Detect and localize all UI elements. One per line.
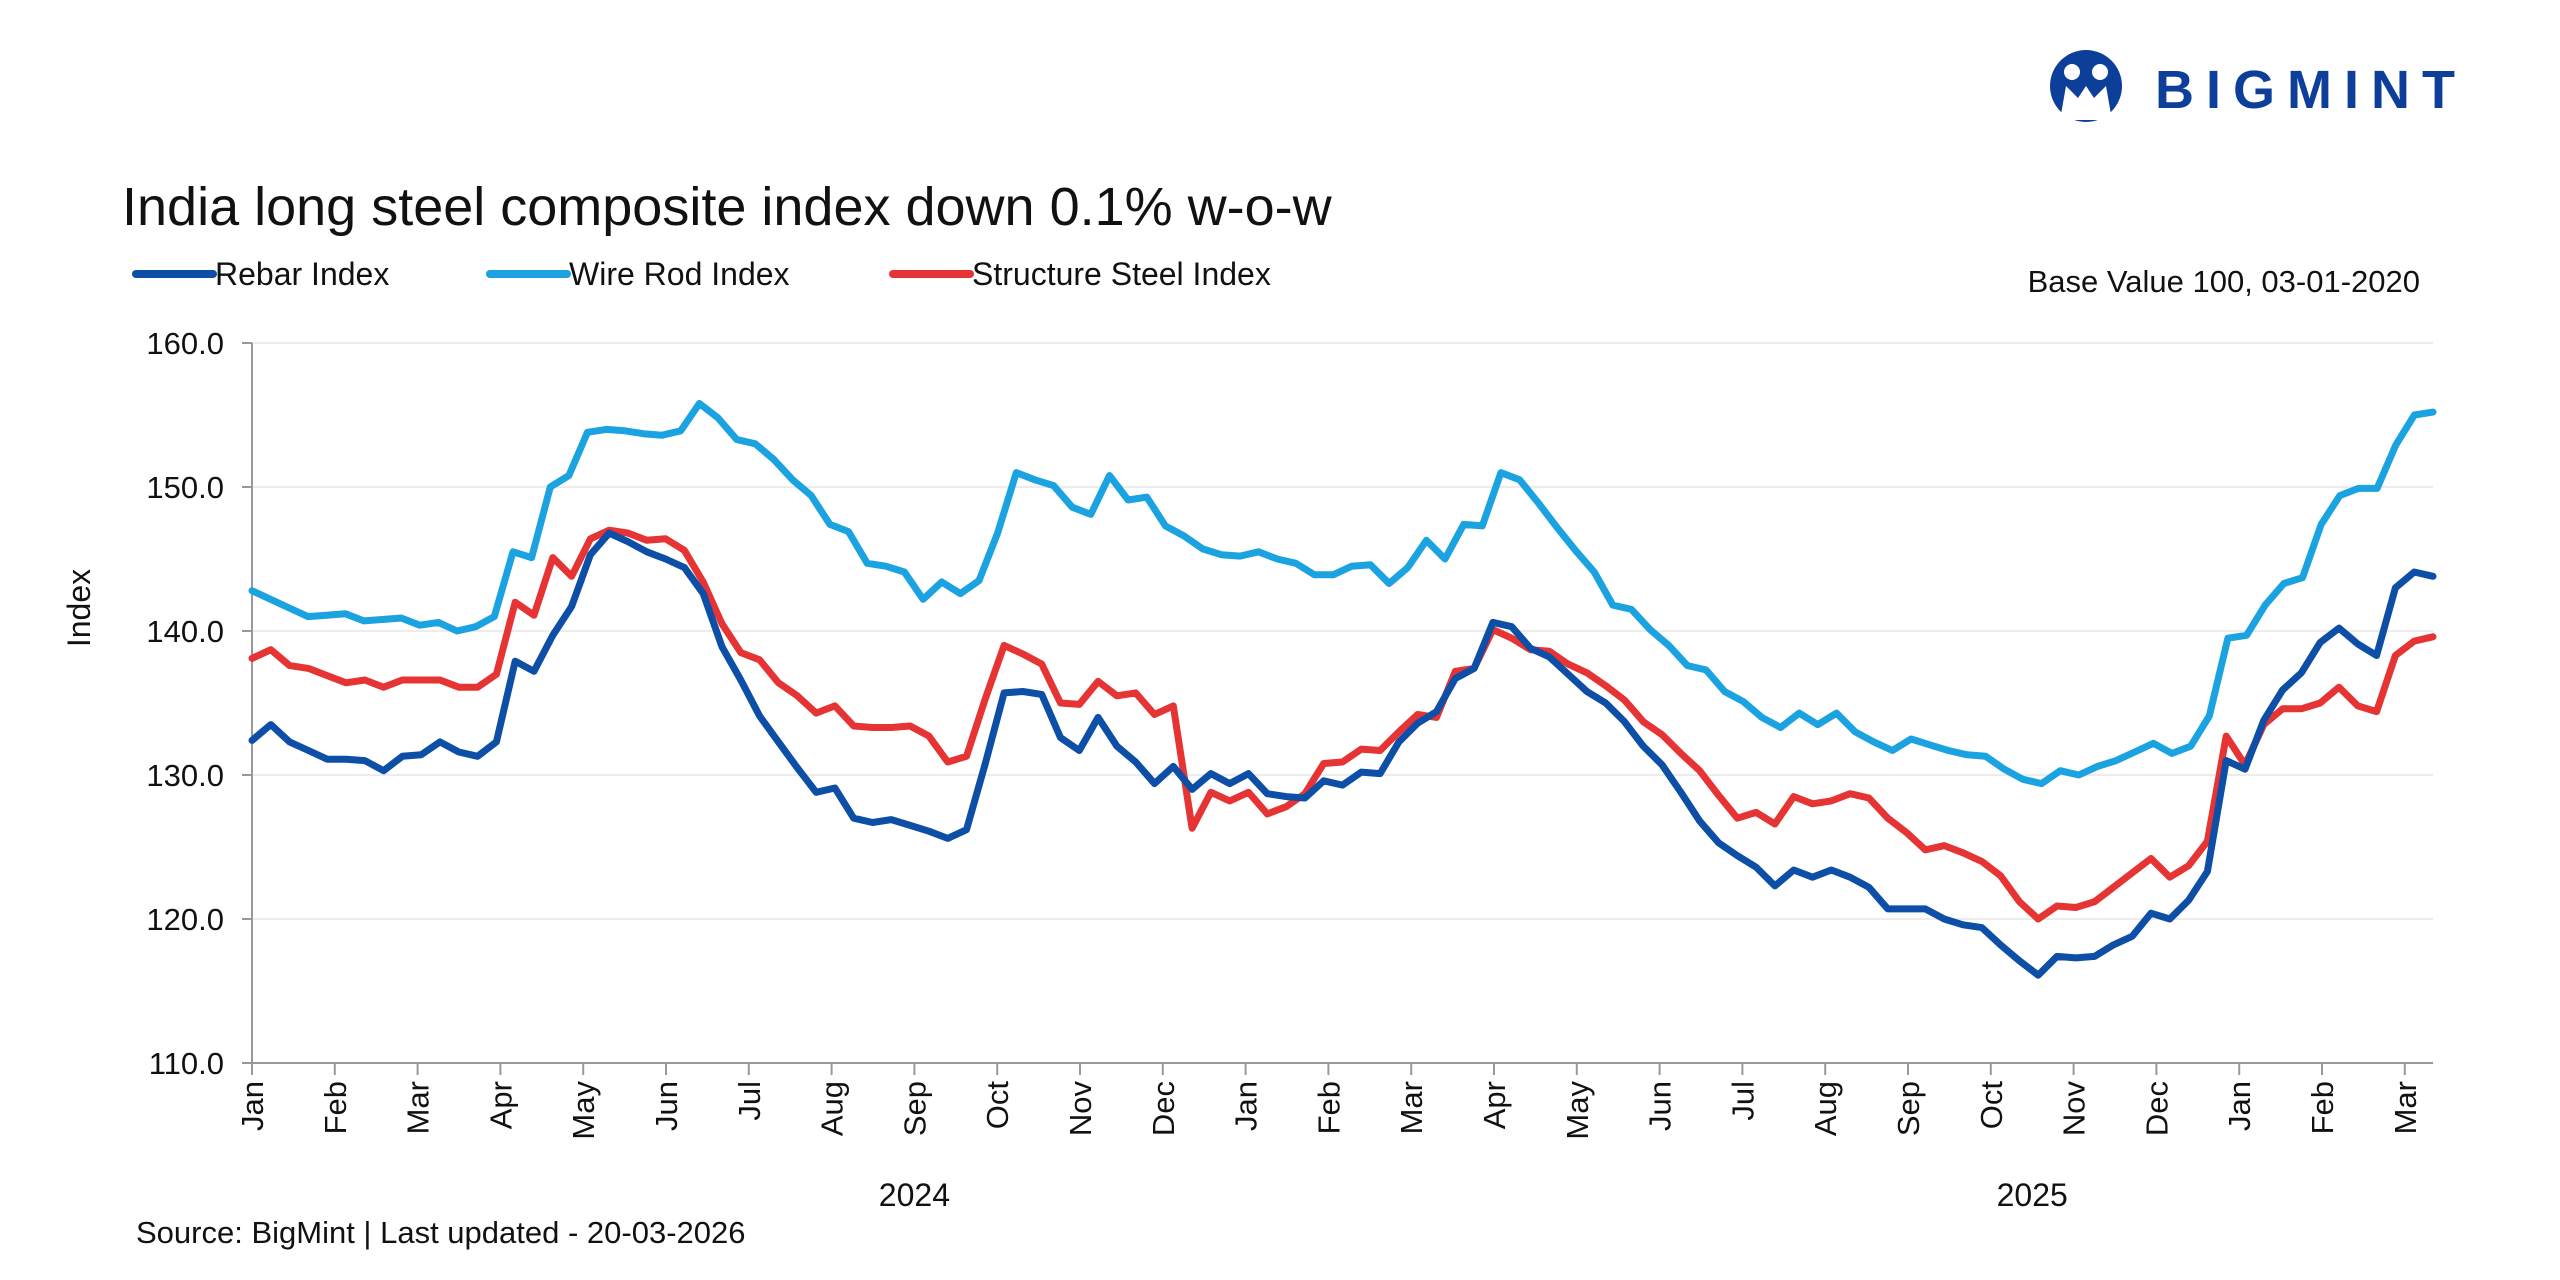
- x-tick-label: Apr: [1477, 1081, 1512, 1129]
- x-tick-label: Aug: [1808, 1081, 1843, 1136]
- year-label: 2024: [879, 1177, 950, 1213]
- tick-labels: 110.0 120.0 130.0 140.0 150.0 160.0 Jan Feb Mar A…: [146, 326, 2422, 1213]
- y-tick-label: 140.0: [146, 614, 224, 649]
- x-tick-label: Dec: [1146, 1081, 1181, 1136]
- y-tick-label: 150.0: [146, 470, 224, 505]
- x-tick-label: Jan: [2222, 1081, 2257, 1131]
- series-lines: [248, 400, 2437, 979]
- legend-label: Wire Rod Index: [569, 256, 790, 292]
- y-tick-label: 110.0: [149, 1046, 224, 1081]
- x-tick-label: Jun: [1643, 1081, 1678, 1131]
- x-tick-label: Jun: [649, 1081, 684, 1131]
- x-tick-label: Nov: [1063, 1081, 1098, 1137]
- legend: Rebar Index Wire Rod Index Structure Steel…: [132, 256, 1271, 292]
- x-tick-label: May: [1560, 1081, 1595, 1140]
- y-tick-label: 130.0: [146, 758, 224, 793]
- x-tick-label: Dec: [2139, 1081, 2174, 1136]
- chart-title: India long steel composite index down 0.…: [122, 177, 1333, 237]
- x-tick-label: Mar: [401, 1081, 436, 1134]
- x-tick-label: Oct: [980, 1081, 1015, 1130]
- year-label: 2025: [1997, 1177, 2068, 1213]
- x-tick-label: Sep: [897, 1081, 932, 1136]
- bigmint-logo: BIGMINT: [2050, 50, 2467, 122]
- x-tick-label: Jan: [235, 1081, 270, 1131]
- base-value-note: Base Value 100, 03-01-2020: [2028, 264, 2420, 299]
- x-tick-label: Feb: [1311, 1081, 1346, 1134]
- legend-label: Rebar Index: [215, 256, 389, 292]
- axes: [242, 342, 2433, 1075]
- y-axis-label: Index: [61, 569, 97, 647]
- y-tick-label: 160.0: [146, 326, 224, 361]
- x-tick-label: May: [566, 1081, 601, 1140]
- source-note: Source: BigMint | Last updated - 20-03-2…: [136, 1215, 745, 1250]
- series-line-wire-rod-index: [248, 400, 2437, 788]
- legend-label: Structure Steel Index: [972, 256, 1271, 292]
- series-line-rebar-index: [248, 529, 2437, 979]
- x-tick-label: Mar: [1394, 1081, 1429, 1134]
- logo-wordmark: BIGMINT: [2155, 60, 2467, 120]
- x-tick-label: Jul: [1725, 1081, 1760, 1121]
- x-tick-label: Feb: [318, 1081, 353, 1134]
- x-tick-label: Nov: [2057, 1081, 2092, 1137]
- series-line-structure-steel-index: [248, 526, 2437, 923]
- x-tick-label: Jan: [1229, 1081, 1264, 1131]
- x-tick-label: Sep: [1891, 1081, 1926, 1136]
- x-tick-label: Jul: [732, 1081, 767, 1121]
- y-tick-label: 120.0: [146, 902, 224, 937]
- x-tick-label: Mar: [2388, 1081, 2423, 1134]
- x-tick-label: Feb: [2305, 1081, 2340, 1134]
- x-tick-label: Oct: [1974, 1081, 2009, 1130]
- x-tick-label: Apr: [483, 1081, 518, 1129]
- x-tick-label: Aug: [815, 1081, 850, 1136]
- grid: [252, 342, 2433, 920]
